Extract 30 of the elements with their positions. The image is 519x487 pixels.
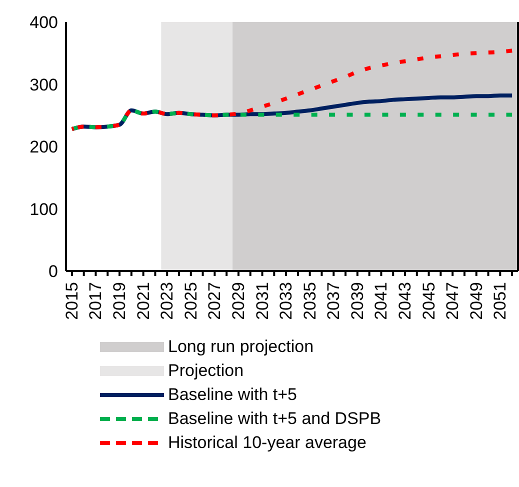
x-tick-label: 2045 [419,282,438,320]
legend-label: Historical 10-year average [168,433,366,453]
x-tick-label: 2029 [228,282,248,320]
x-tick-label: 2027 [205,282,224,320]
y-tick-label: 0 [48,262,58,282]
x-tick-label: 2021 [134,282,153,320]
x-tick-label: 2023 [158,282,177,320]
x-tick-label: 2031 [252,282,272,320]
x-tick-label: 2015 [62,282,82,320]
x-tick-label: 2037 [324,282,344,320]
x-tick-label: 2033 [276,282,296,320]
y-tick-label: 300 [30,75,58,94]
line-series [70,48,514,132]
x-tick-label: 2051 [490,282,510,320]
x-tick-label: 2017 [86,282,106,320]
y-tick-label: 100 [30,200,58,219]
y-tick-label: 400 [30,13,58,32]
y-tick-label: 200 [30,138,58,157]
x-tick-label: 2047 [443,282,462,320]
legend-label: Baseline with t+5 [168,385,297,405]
x-tick-label: 2043 [396,282,414,320]
x-tick-label: 2025 [181,282,200,320]
x-tick-label: 2041 [372,282,391,320]
x-tick-label: 2049 [466,282,486,320]
x-tick-label: 2019 [110,282,130,320]
x-tick-label: 2035 [300,282,320,320]
x-tick-label: 2039 [348,282,367,320]
legend-label: Long run projection [168,337,314,357]
legend-label: Projection [168,361,244,381]
legend-label: Baseline with t+5 and DSPB [168,409,382,429]
